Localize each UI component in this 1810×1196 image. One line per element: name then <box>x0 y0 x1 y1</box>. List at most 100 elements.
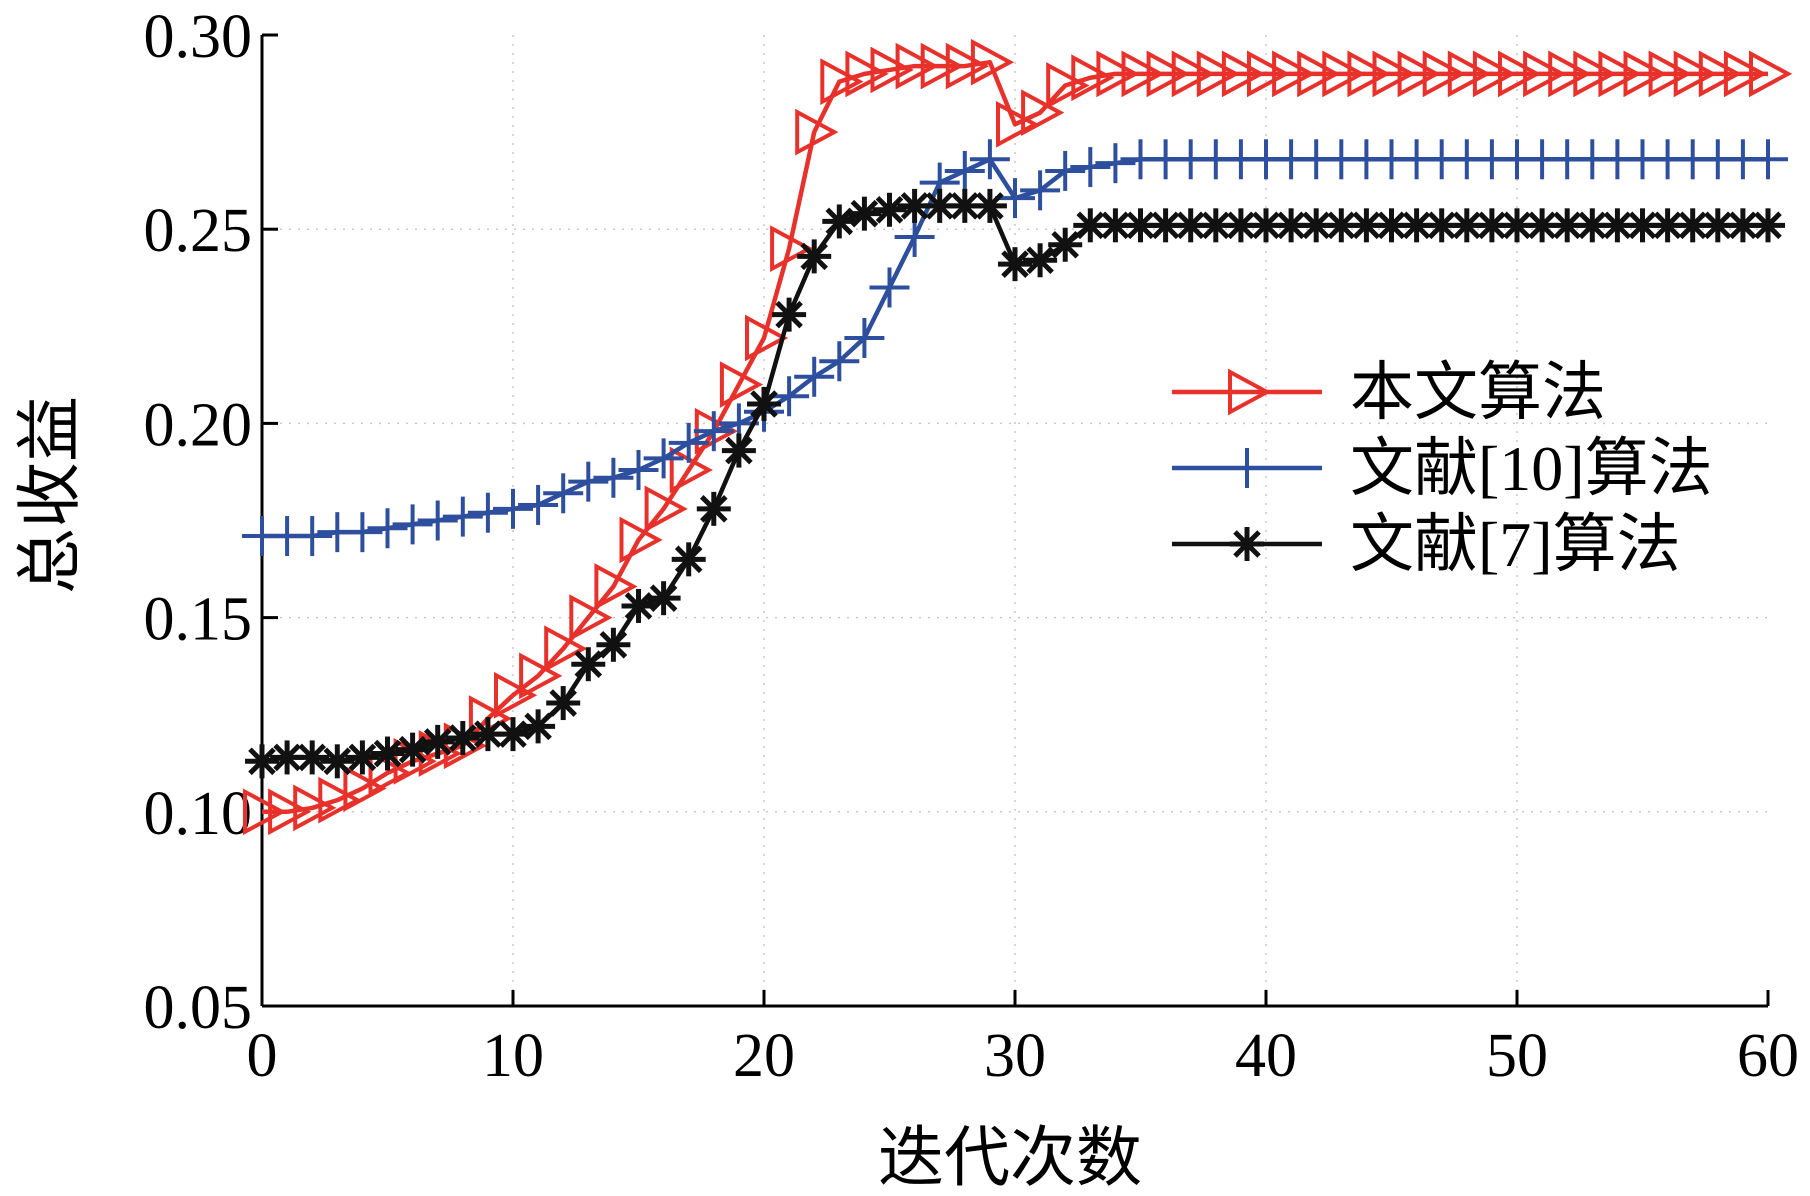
data-point-marker <box>543 473 584 514</box>
data-point-marker <box>944 150 985 191</box>
data-point-marker <box>496 717 530 752</box>
legend-label: 文献[10]算法 <box>1350 433 1713 504</box>
data-point-marker <box>769 376 810 417</box>
data-point-marker <box>970 38 1015 86</box>
data-point-marker <box>493 488 533 529</box>
data-point-marker <box>1073 208 1108 243</box>
marker-stroke <box>1101 211 1130 240</box>
data-point-marker <box>571 647 606 682</box>
data-point-marker <box>245 744 279 779</box>
data-point-marker <box>569 594 613 641</box>
marker-stroke <box>1327 211 1356 240</box>
marker-stroke <box>750 390 778 418</box>
series-1 <box>243 38 1793 836</box>
data-point-marker <box>1046 62 1090 109</box>
data-point-marker <box>797 239 832 274</box>
marker-stroke <box>976 192 1004 220</box>
marker-stroke <box>449 724 477 752</box>
marker-stroke <box>1729 211 1757 240</box>
data-point-marker <box>845 50 889 98</box>
legend-item-1: 本文算法 <box>1172 357 1606 428</box>
data-point-marker <box>1249 208 1283 243</box>
data-point-marker <box>621 588 656 623</box>
x-tick-label: 0 <box>247 1022 278 1090</box>
data-point-marker <box>1146 50 1190 98</box>
data-point-marker <box>618 450 659 491</box>
marker-stroke <box>875 195 904 224</box>
data-point-marker <box>392 504 433 545</box>
marker-stroke <box>348 743 377 772</box>
marker-stroke <box>423 728 452 756</box>
data-point-marker <box>819 341 860 382</box>
data-point-marker <box>920 42 964 90</box>
marker-stroke <box>474 720 502 748</box>
marker-stroke <box>649 584 678 612</box>
marker-stroke <box>248 747 276 776</box>
data-point-marker <box>1550 208 1585 243</box>
marker-stroke <box>674 545 703 574</box>
data-point-marker <box>972 188 1007 223</box>
data-point-marker <box>693 411 734 452</box>
marker-stroke <box>1402 211 1431 240</box>
data-point-marker <box>1196 50 1241 98</box>
data-point-marker <box>822 204 857 239</box>
x-tick-label: 60 <box>1737 1022 1799 1090</box>
data-point-marker <box>1223 208 1258 243</box>
data-point-marker <box>367 508 408 549</box>
legend-label: 本文算法 <box>1350 357 1606 428</box>
marker-stroke <box>574 650 603 678</box>
data-point-marker <box>996 100 1040 148</box>
data-point-marker <box>719 361 764 408</box>
data-point-marker <box>1397 50 1441 98</box>
marker-stroke <box>524 712 552 741</box>
data-point-marker <box>1548 50 1592 98</box>
marker-stroke <box>398 735 427 764</box>
data-point-marker <box>1095 143 1136 184</box>
data-point-marker <box>1422 50 1466 98</box>
marker-stroke <box>323 747 352 776</box>
marker-stroke <box>951 192 979 220</box>
data-point-marker <box>969 139 1010 180</box>
data-point-marker <box>445 721 480 756</box>
data-point-marker <box>1723 50 1768 98</box>
series-2 <box>242 139 1788 557</box>
data-point-marker <box>1498 50 1542 98</box>
data-point-marker <box>894 216 935 257</box>
marker-stroke <box>499 720 527 748</box>
data-point-marker <box>494 671 538 719</box>
data-point-marker <box>644 485 688 533</box>
data-point-marker <box>593 457 634 498</box>
marker-stroke <box>700 495 728 523</box>
marker-stroke <box>1427 211 1456 240</box>
marker-stroke <box>1377 211 1406 240</box>
data-point-marker <box>1171 50 1215 98</box>
data-point-marker <box>1023 243 1058 278</box>
data-point-marker <box>770 225 814 272</box>
data-point-marker <box>243 788 287 836</box>
x-tick-label: 50 <box>1486 1022 1548 1090</box>
data-point-marker <box>870 46 914 94</box>
y-axis-title: 总收益 <box>14 396 87 594</box>
marker-stroke <box>1001 250 1029 278</box>
data-point-marker <box>343 765 387 812</box>
marker-stroke <box>1026 246 1054 275</box>
data-point-marker <box>1098 208 1133 243</box>
data-point-marker <box>320 744 355 779</box>
marker-stroke <box>1653 211 1682 240</box>
marker-stroke <box>1453 211 1481 240</box>
data-point-marker <box>568 461 609 502</box>
marker-stroke <box>1302 211 1330 240</box>
marker-stroke <box>1233 530 1261 558</box>
x-tick-label: 20 <box>733 1022 795 1090</box>
data-point-marker <box>292 516 333 557</box>
data-point-marker <box>1071 54 1115 102</box>
y-tick-label: 0.05 <box>144 974 253 1042</box>
marker-stroke <box>1126 211 1155 240</box>
data-point-marker <box>1121 50 1165 98</box>
marker-stroke <box>1202 211 1230 240</box>
marker-stroke <box>1503 211 1531 240</box>
series-layer <box>242 38 1793 836</box>
data-point-marker <box>1048 227 1083 262</box>
